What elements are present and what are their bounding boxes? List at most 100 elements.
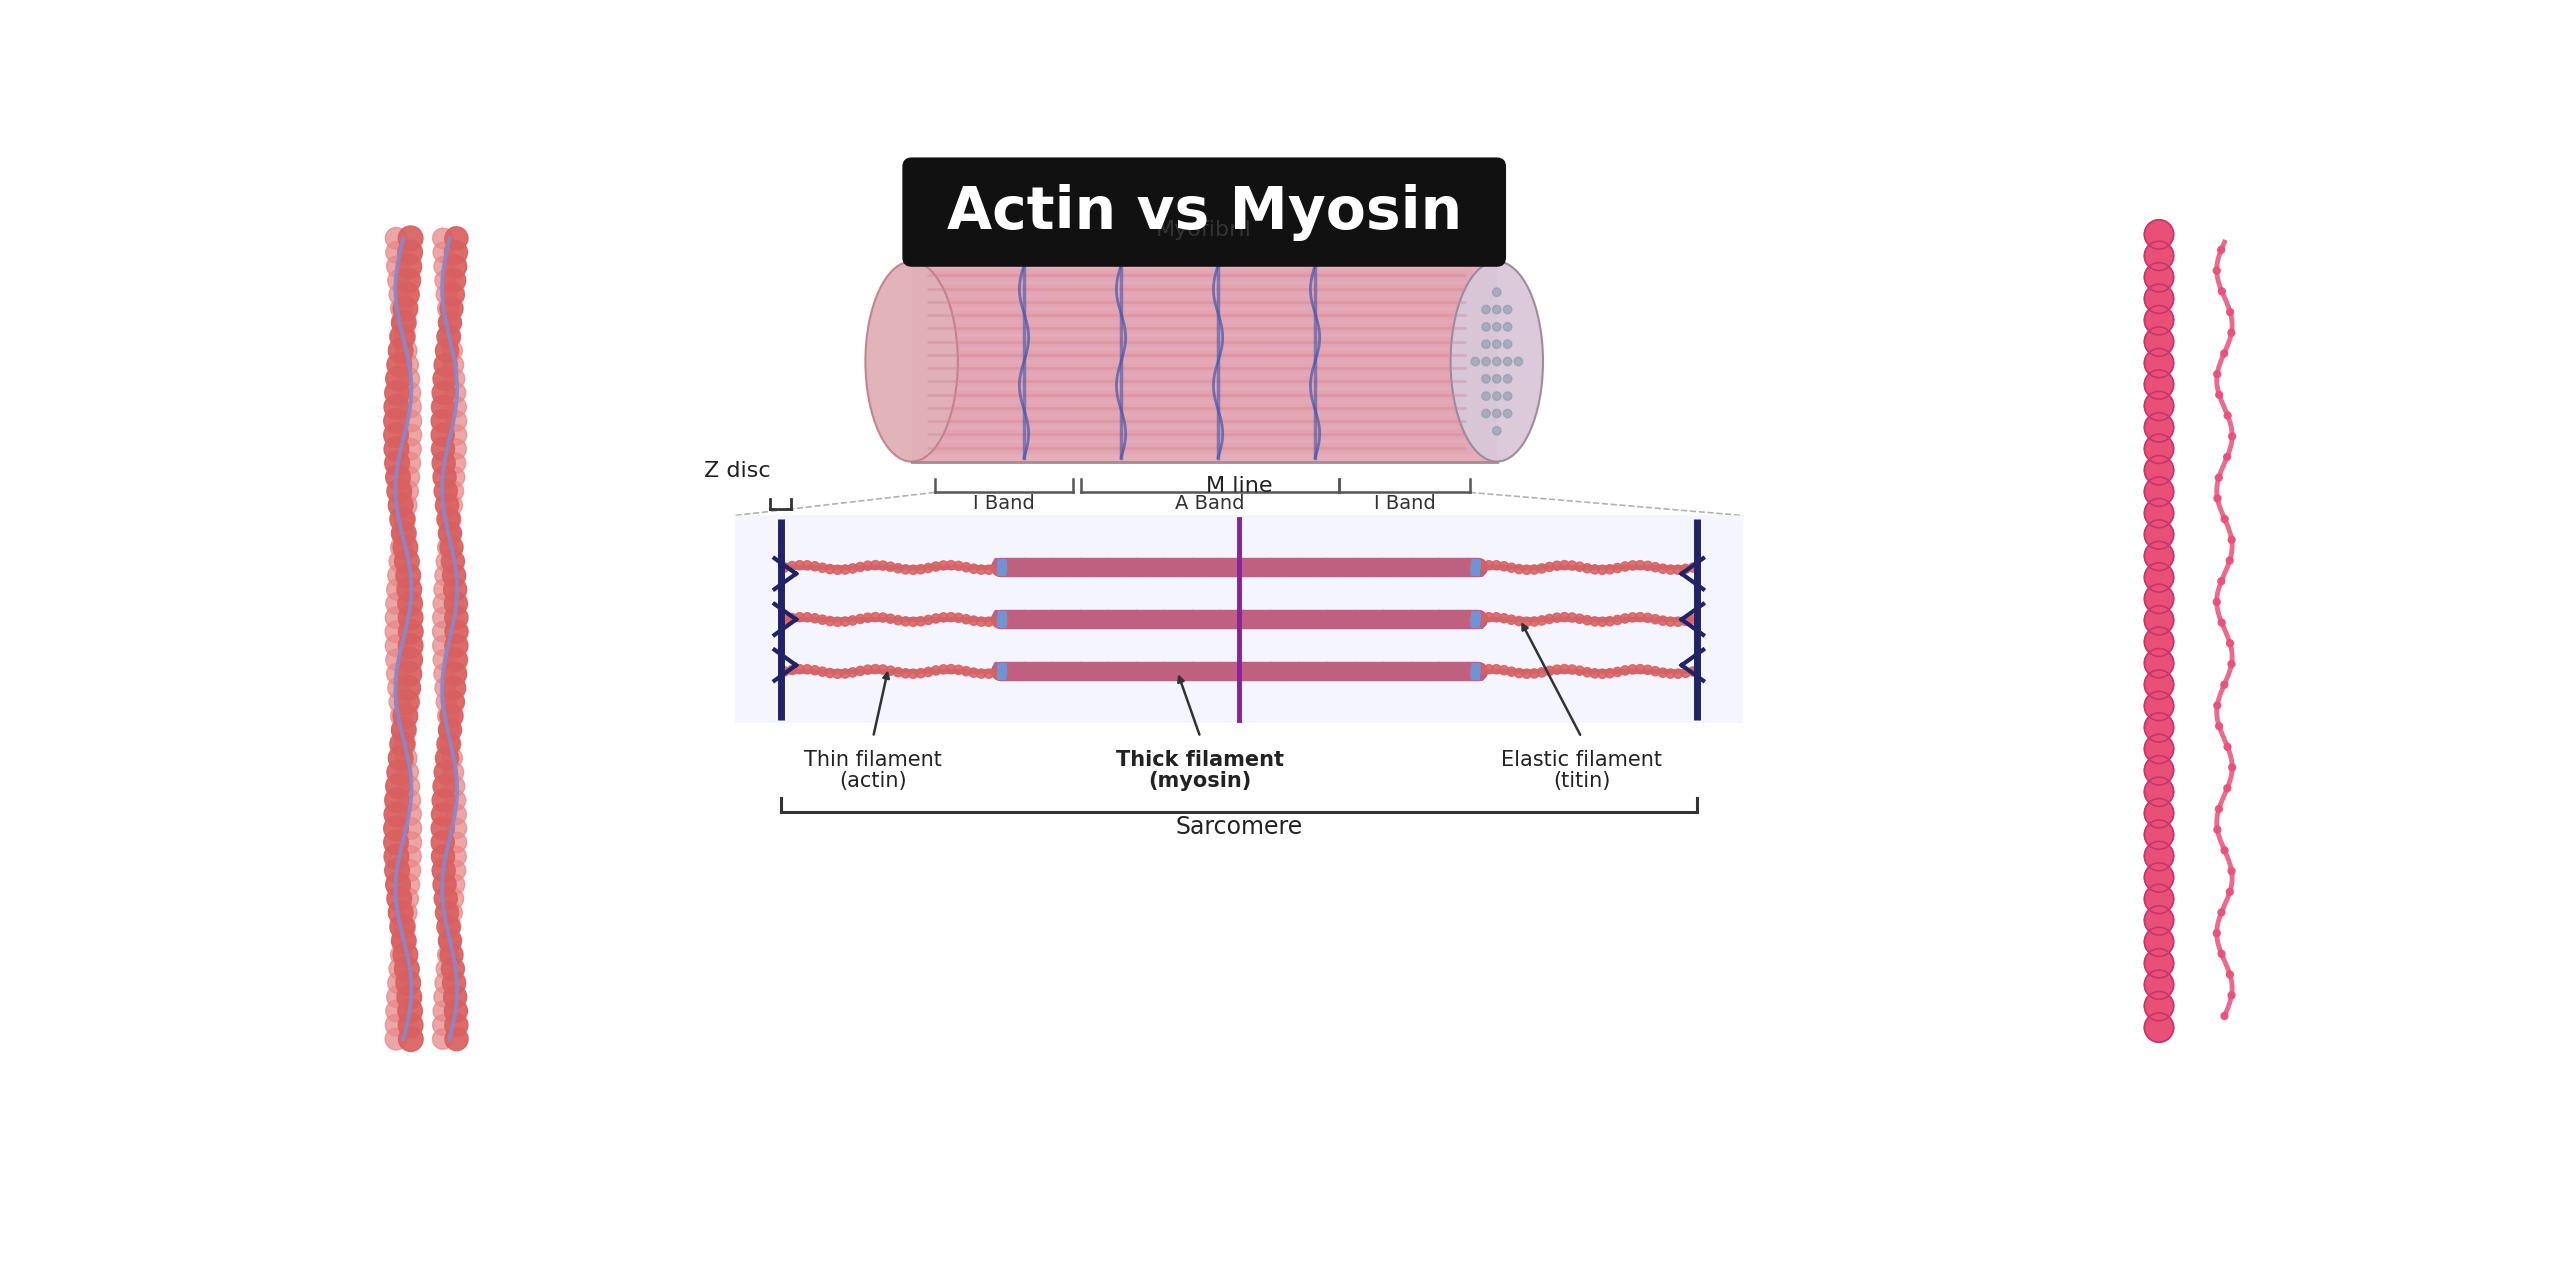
Circle shape: [397, 888, 417, 910]
Circle shape: [916, 564, 924, 573]
Circle shape: [387, 465, 410, 489]
Circle shape: [2225, 785, 2230, 792]
Circle shape: [2145, 262, 2173, 292]
Circle shape: [847, 616, 858, 625]
Circle shape: [445, 439, 466, 460]
Circle shape: [435, 494, 458, 517]
Circle shape: [2145, 970, 2173, 1000]
Circle shape: [824, 668, 835, 677]
Circle shape: [1690, 667, 1697, 676]
Circle shape: [435, 353, 458, 376]
Circle shape: [878, 664, 888, 675]
Circle shape: [963, 667, 970, 676]
Circle shape: [394, 690, 420, 714]
Circle shape: [1531, 617, 1539, 626]
Circle shape: [847, 563, 858, 573]
Circle shape: [445, 804, 466, 824]
Circle shape: [2145, 477, 2173, 507]
Circle shape: [2145, 906, 2173, 934]
Circle shape: [384, 831, 410, 855]
Circle shape: [445, 832, 466, 852]
Circle shape: [445, 776, 466, 796]
Circle shape: [1667, 564, 1674, 575]
Circle shape: [445, 227, 468, 250]
Circle shape: [1492, 357, 1500, 366]
Circle shape: [1508, 563, 1516, 572]
Circle shape: [440, 733, 461, 754]
Circle shape: [399, 396, 422, 417]
Circle shape: [1551, 666, 1562, 675]
Circle shape: [924, 563, 932, 572]
Circle shape: [445, 369, 466, 389]
Circle shape: [389, 732, 415, 756]
Circle shape: [443, 748, 463, 768]
Circle shape: [1613, 616, 1623, 625]
Circle shape: [440, 283, 463, 306]
Circle shape: [1628, 664, 1638, 675]
Circle shape: [804, 664, 812, 673]
Circle shape: [445, 397, 466, 417]
Circle shape: [2145, 927, 2173, 956]
Circle shape: [387, 972, 410, 993]
Circle shape: [1651, 667, 1659, 676]
Circle shape: [430, 424, 453, 447]
Circle shape: [394, 733, 415, 755]
Circle shape: [389, 507, 415, 531]
Circle shape: [1659, 668, 1667, 677]
Circle shape: [392, 522, 415, 544]
Circle shape: [878, 613, 888, 622]
Circle shape: [433, 396, 456, 419]
Circle shape: [397, 241, 422, 265]
Circle shape: [1536, 563, 1546, 573]
Circle shape: [1523, 566, 1531, 575]
Text: Actin vs Myosin: Actin vs Myosin: [947, 183, 1462, 241]
Circle shape: [433, 1015, 453, 1036]
Circle shape: [788, 562, 796, 571]
Circle shape: [2145, 799, 2173, 828]
Circle shape: [433, 242, 453, 262]
Circle shape: [2222, 1012, 2227, 1019]
Circle shape: [947, 664, 955, 673]
Circle shape: [389, 324, 415, 349]
Circle shape: [440, 509, 461, 530]
Circle shape: [399, 605, 422, 630]
Circle shape: [384, 788, 410, 813]
Circle shape: [1536, 668, 1546, 677]
Circle shape: [1651, 614, 1659, 623]
Circle shape: [445, 846, 466, 867]
Circle shape: [2227, 972, 2232, 978]
Circle shape: [387, 366, 410, 392]
FancyBboxPatch shape: [735, 516, 1743, 723]
Circle shape: [399, 790, 420, 812]
Circle shape: [443, 762, 463, 782]
Circle shape: [389, 493, 412, 517]
Circle shape: [2225, 412, 2232, 419]
Circle shape: [438, 311, 461, 334]
Circle shape: [384, 803, 410, 827]
Circle shape: [397, 984, 422, 1009]
Circle shape: [384, 422, 410, 447]
Circle shape: [394, 326, 415, 347]
Circle shape: [440, 943, 463, 966]
Circle shape: [1636, 613, 1644, 622]
Circle shape: [2227, 992, 2235, 998]
Circle shape: [438, 732, 461, 755]
Circle shape: [394, 549, 420, 573]
Circle shape: [2145, 992, 2173, 1020]
Circle shape: [1682, 564, 1690, 573]
Circle shape: [440, 931, 458, 951]
Circle shape: [435, 901, 458, 924]
Circle shape: [1477, 666, 1485, 675]
Circle shape: [1482, 392, 1490, 401]
Circle shape: [392, 718, 417, 742]
Circle shape: [392, 719, 415, 741]
Circle shape: [2217, 247, 2225, 253]
Circle shape: [1574, 614, 1585, 623]
Circle shape: [397, 998, 422, 1023]
Circle shape: [1477, 562, 1485, 571]
Circle shape: [2145, 584, 2173, 613]
Circle shape: [435, 760, 458, 783]
Circle shape: [387, 352, 412, 378]
Circle shape: [1590, 668, 1600, 678]
Circle shape: [387, 228, 407, 250]
